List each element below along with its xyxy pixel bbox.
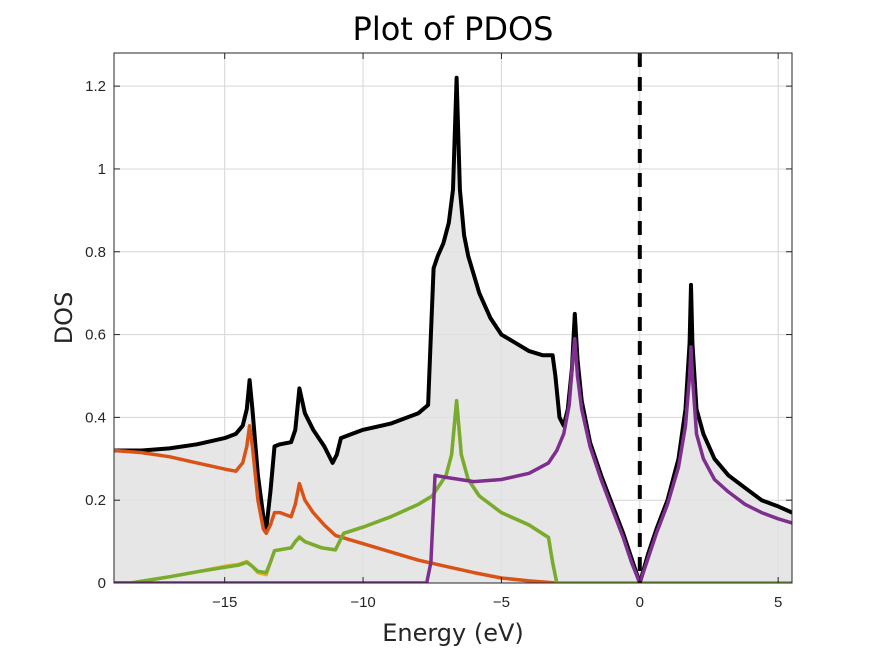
axes-box — [113, 52, 793, 584]
x-tick-label: 0 — [636, 594, 644, 611]
chart-title: Plot of PDOS — [353, 10, 554, 48]
y-tick-labels: 0 0.2 0.4 0.6 0.8 1 1.2 — [85, 78, 106, 592]
y-tick-label: 1 — [98, 161, 106, 178]
x-tick-label: −5 — [493, 594, 510, 611]
tick-marks — [114, 53, 792, 584]
series-green-line — [114, 399, 792, 583]
x-tick-label: −10 — [350, 594, 375, 611]
fill-layer — [114, 77, 792, 583]
series-layer — [114, 75, 792, 583]
x-tick-label: −15 — [212, 594, 237, 611]
x-tick-labels: −15 −10 −5 0 5 — [212, 594, 782, 611]
x-tick-label: 5 — [774, 594, 782, 611]
total-dos-fill — [114, 77, 792, 583]
y-tick-label: 0.6 — [85, 327, 106, 344]
y-tick-label: 0.4 — [85, 409, 106, 426]
y-axis-label: DOS — [50, 292, 78, 345]
y-tick-label: 0.8 — [85, 244, 106, 261]
series-purple-line — [114, 336, 792, 583]
x-axis-label: Energy (eV) — [382, 619, 524, 647]
series-orange-line — [114, 423, 559, 583]
y-tick-label: 1.2 — [85, 78, 106, 95]
y-tick-label: 0.2 — [85, 492, 106, 509]
y-tick-label: 0 — [98, 575, 106, 592]
